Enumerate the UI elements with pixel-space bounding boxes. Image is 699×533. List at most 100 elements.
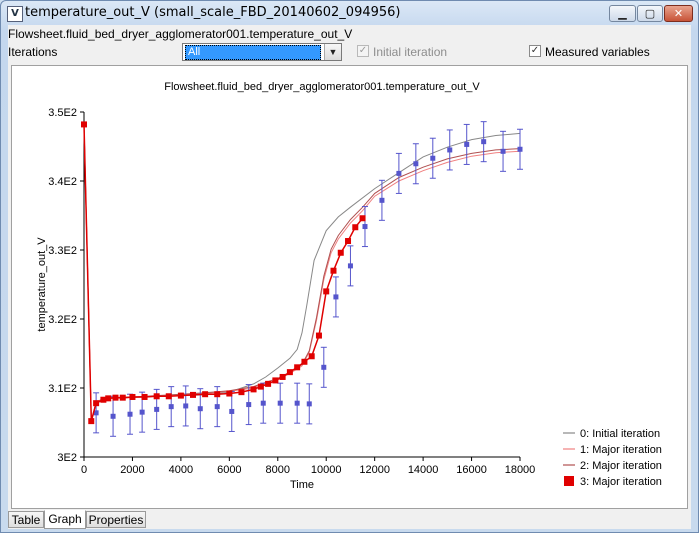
- series-point: [272, 377, 279, 384]
- series-point: [250, 386, 257, 393]
- series-point: [294, 364, 301, 371]
- close-icon: ✕: [673, 7, 684, 20]
- x-tick-label: 10000: [311, 464, 342, 476]
- maximize-button[interactable]: ▢: [637, 5, 663, 22]
- chevron-down-icon[interactable]: ▼: [324, 44, 341, 60]
- legend-label: 0: Initial iteration: [580, 428, 660, 440]
- measured-point: [260, 400, 266, 406]
- iterations-label: Iterations: [8, 45, 58, 59]
- close-button[interactable]: ✕: [664, 5, 693, 22]
- measured-point: [481, 139, 487, 145]
- legend-label: 1: Major iteration: [580, 444, 662, 456]
- graph-panel: Flowsheet.fluid_bed_dryer_agglomerator00…: [11, 65, 688, 509]
- series-point: [345, 238, 352, 245]
- iterations-select-value: All: [185, 45, 321, 60]
- measured-point: [197, 406, 203, 412]
- series-point: [165, 393, 172, 400]
- y-tick-label: 3E2: [57, 452, 77, 464]
- series-point: [214, 391, 221, 398]
- y-tick-label: 3.1E2: [48, 383, 77, 395]
- measured-point: [362, 224, 368, 230]
- x-tick-label: 18000: [505, 464, 536, 476]
- measured-point: [139, 409, 145, 415]
- measured-point: [183, 403, 189, 409]
- series-point: [257, 383, 264, 390]
- app-icon[interactable]: V: [7, 6, 23, 22]
- measured-point: [500, 148, 506, 154]
- measured-point: [127, 411, 133, 417]
- measured-point: [517, 146, 523, 152]
- series-point: [359, 215, 366, 222]
- legend-label: 3: Major iteration: [580, 476, 662, 488]
- x-tick-label: 12000: [359, 464, 390, 476]
- series-line: [83, 124, 364, 422]
- measured-variables-checkbox[interactable]: ✓: [529, 45, 541, 57]
- series-point: [141, 393, 148, 400]
- series-point: [105, 395, 112, 402]
- measured-point: [396, 170, 402, 176]
- measured-point: [413, 161, 419, 167]
- measured-point: [447, 147, 453, 153]
- measured-point: [277, 400, 283, 406]
- initial-iteration-label: Initial iteration: [373, 45, 448, 59]
- series-point: [100, 396, 107, 403]
- tab-table[interactable]: Table: [8, 511, 44, 528]
- measured-point: [321, 364, 327, 370]
- x-tick-label: 14000: [408, 464, 439, 476]
- series-point: [265, 380, 272, 387]
- series-point: [202, 391, 209, 398]
- y-tick-label: 3.3E2: [48, 245, 77, 257]
- y-tick-label: 3.5E2: [48, 107, 77, 119]
- series-line: [83, 124, 521, 422]
- measured-point: [110, 413, 116, 419]
- series-point: [352, 224, 359, 231]
- tab-graph[interactable]: Graph: [44, 510, 86, 529]
- x-tick-label: 4000: [169, 464, 193, 476]
- series-point: [308, 353, 315, 360]
- series-point: [286, 369, 293, 376]
- iterations-select[interactable]: All ▼: [182, 43, 342, 61]
- variable-path-label: Flowsheet.fluid_bed_dryer_agglomerator00…: [8, 27, 353, 41]
- series-line: [83, 124, 521, 422]
- measured-point: [430, 155, 436, 161]
- initial-iteration-checkbox[interactable]: ✓: [357, 45, 369, 57]
- series-point: [190, 391, 196, 398]
- series-point: [177, 392, 184, 399]
- measured-point: [294, 400, 300, 406]
- series-point: [337, 249, 344, 256]
- title-bar[interactable]: V temperature_out_V (small_scale_FBD_201…: [1, 1, 698, 25]
- chart-svg: Flowsheet.fluid_bed_dryer_agglomerator00…: [36, 81, 662, 491]
- measured-variables-label: Measured variables: [545, 45, 650, 59]
- measured-point: [306, 401, 312, 407]
- minimize-icon: ▁: [618, 7, 627, 20]
- measured-point: [154, 406, 160, 412]
- x-tick-label: 8000: [266, 464, 290, 476]
- x-tick-label: 2000: [120, 464, 144, 476]
- series-point: [238, 389, 245, 396]
- measured-point: [229, 408, 235, 414]
- y-tick-label: 3.4E2: [48, 176, 77, 188]
- x-tick-label: 6000: [217, 464, 241, 476]
- series-point: [279, 373, 286, 380]
- client-area: Flowsheet.fluid_bed_dryer_agglomerator00…: [8, 25, 691, 529]
- legend-swatch: [564, 476, 574, 486]
- series-point: [112, 394, 119, 401]
- x-axis-label: Time: [290, 479, 314, 491]
- measured-point: [214, 404, 220, 410]
- x-tick-label: 16000: [456, 464, 487, 476]
- series-point: [301, 358, 308, 365]
- tab-properties[interactable]: Properties: [86, 511, 146, 528]
- minimize-button[interactable]: ▁: [609, 5, 636, 22]
- measured-point: [93, 410, 99, 416]
- series-point: [119, 394, 126, 401]
- series-point: [93, 400, 100, 407]
- y-axis-label: temperature_out_V: [36, 237, 48, 332]
- series-point: [323, 288, 330, 295]
- maximize-icon: ▢: [644, 7, 656, 20]
- series-line: [83, 124, 521, 422]
- y-tick-label: 3.2E2: [48, 314, 77, 326]
- series-point: [129, 393, 136, 400]
- series-point: [88, 418, 95, 425]
- series-point: [153, 393, 160, 400]
